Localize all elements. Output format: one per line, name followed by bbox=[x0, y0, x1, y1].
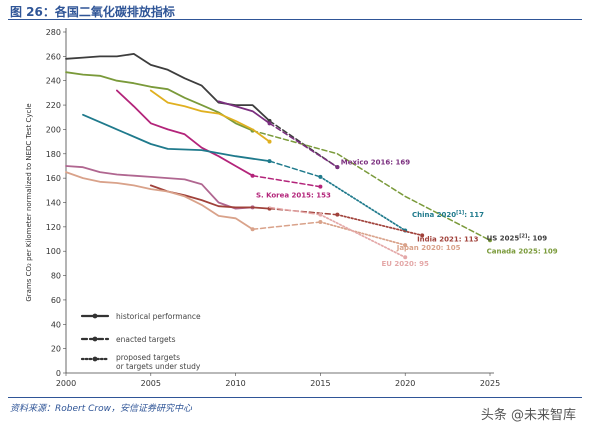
series-historical-line bbox=[116, 89, 254, 177]
series-enacted-line bbox=[268, 206, 322, 216]
annotation-label: Canada 2025: 109 bbox=[487, 248, 558, 256]
series-historical-line bbox=[65, 171, 254, 231]
annotation-label: Japan 2020: 105 bbox=[396, 244, 461, 252]
y-tick-label: 60 bbox=[51, 296, 61, 305]
chart-annotations: Mexico 2016: 169 S. Korea 2015: 153 China … bbox=[256, 159, 558, 268]
y-tick-label: 0 bbox=[56, 369, 61, 378]
series-end-marker bbox=[335, 165, 340, 170]
x-tick-label: 2020 bbox=[395, 379, 415, 388]
series-enacted-line bbox=[251, 129, 491, 242]
y-axis-title: Grams CO₂ per Kilometer normalized to NE… bbox=[25, 103, 33, 301]
series-proposed-line bbox=[336, 213, 424, 237]
y-tick-label: 220 bbox=[46, 101, 61, 110]
series-proposed-line bbox=[319, 213, 407, 259]
chart-series bbox=[65, 53, 492, 260]
series-historical-line bbox=[149, 89, 271, 143]
series-historical-line bbox=[149, 184, 271, 210]
source-note: 资料来源：Robert Crow，安信证券研究中心 bbox=[10, 404, 192, 414]
y-tick-label: 40 bbox=[51, 320, 61, 329]
chart-legend: historical performance enacted targets pro… bbox=[80, 312, 201, 371]
series-enacted-line bbox=[251, 174, 322, 188]
series-end-marker bbox=[250, 173, 255, 178]
series-historical-line bbox=[82, 113, 271, 163]
y-tick-label: 120 bbox=[46, 223, 61, 232]
series-historical-line bbox=[65, 53, 271, 122]
series-enacted-line bbox=[268, 122, 339, 168]
series-end-marker bbox=[403, 243, 408, 248]
series-proposed-line bbox=[319, 221, 407, 246]
annotation-label: S. Korea 2015: 153 bbox=[256, 192, 331, 200]
series-end-marker bbox=[267, 139, 272, 144]
series-end-marker bbox=[267, 121, 272, 126]
annotation-label: China 2020[1]: 117 bbox=[412, 210, 484, 219]
x-tick-label: 2015 bbox=[310, 379, 330, 388]
series-end-marker bbox=[335, 212, 340, 217]
series-end-marker bbox=[318, 174, 323, 179]
y-tick-label: 200 bbox=[46, 125, 61, 134]
series-enacted-line bbox=[268, 160, 322, 178]
y-tick-label: 100 bbox=[46, 247, 61, 256]
title-rule bbox=[8, 19, 582, 20]
series-end-marker bbox=[488, 238, 492, 243]
legend-label: historical performance bbox=[116, 312, 201, 321]
series-end-marker bbox=[403, 255, 408, 260]
chart-axes: 0 20 40 60 80 100 120 140 160 180 200 220 240 260 280 2… bbox=[25, 28, 500, 388]
legend-marker bbox=[92, 313, 98, 319]
x-tick-label: 2000 bbox=[56, 379, 76, 388]
annotation-label: Mexico 2016: 169 bbox=[341, 159, 410, 167]
series-end-marker bbox=[318, 212, 323, 217]
y-tick-label: 160 bbox=[46, 174, 61, 183]
annotation-label: EU 2020: 95 bbox=[381, 260, 428, 268]
source-rule bbox=[8, 397, 582, 398]
annotation-label: US 2025[2]: 109 bbox=[487, 233, 548, 242]
watermark-text: 头条 @未来智库 bbox=[480, 408, 576, 423]
legend-marker bbox=[92, 356, 98, 362]
series-end-marker bbox=[267, 159, 272, 164]
x-tick-label: 2005 bbox=[141, 379, 161, 388]
y-tick-label: 80 bbox=[51, 272, 61, 281]
y-tick-label: 20 bbox=[51, 345, 61, 354]
annotation-label: India 2021: 113 bbox=[417, 235, 479, 243]
y-tick-label: 240 bbox=[46, 77, 61, 86]
legend-marker bbox=[92, 336, 98, 342]
y-tick-label: 280 bbox=[46, 28, 61, 37]
series-historical-line bbox=[217, 100, 271, 125]
figure-title: 图 26：各国二氧化碳排放指标 bbox=[10, 5, 175, 19]
x-tick-label: 2025 bbox=[480, 379, 500, 388]
series-end-marker bbox=[318, 184, 323, 189]
x-tick-label: 2010 bbox=[225, 379, 245, 388]
y-tick-label: 140 bbox=[46, 199, 61, 208]
series-historical-line bbox=[65, 165, 254, 210]
y-tick-label: 260 bbox=[46, 52, 61, 61]
series-proposed-line bbox=[319, 176, 407, 232]
series-end-marker bbox=[420, 233, 425, 238]
legend-label: enacted targets bbox=[116, 335, 176, 344]
legend-label: proposed targets or targets under study bbox=[116, 353, 201, 371]
series-end-marker bbox=[318, 219, 323, 224]
series-enacted-line bbox=[251, 221, 322, 231]
y-tick-label: 180 bbox=[46, 150, 61, 159]
series-historical-line bbox=[65, 71, 254, 132]
series-end-marker bbox=[250, 227, 255, 232]
